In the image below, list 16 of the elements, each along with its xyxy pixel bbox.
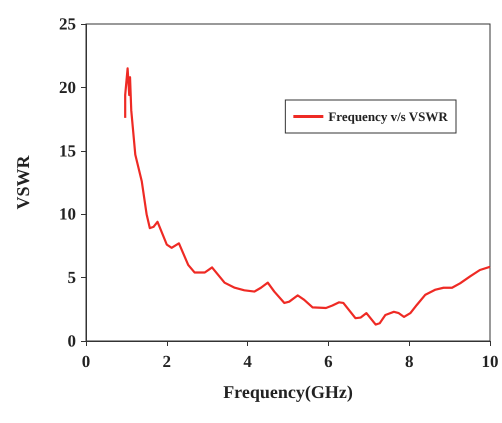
y-tick-label: 0 bbox=[68, 332, 76, 350]
x-tick-label: 8 bbox=[404, 352, 414, 371]
y-tick-label: 15 bbox=[59, 141, 76, 160]
y-tick-label: 25 bbox=[59, 14, 76, 34]
line-series bbox=[124, 67, 492, 326]
x-tick-label: 4 bbox=[243, 352, 252, 371]
x-tick-label: 0 bbox=[82, 352, 90, 371]
y-tick-label: 5 bbox=[68, 268, 76, 288]
legend-label: Frequency v/s VSWR bbox=[328, 109, 448, 124]
x-tick-label: 6 bbox=[324, 352, 333, 371]
x-tick-label: 2 bbox=[162, 352, 172, 371]
y-tick-label: 20 bbox=[59, 78, 76, 97]
x-axis-title: Frequency(GHz) bbox=[223, 382, 353, 402]
x-tick-label: 10 bbox=[482, 352, 498, 371]
y-tick-label: 10 bbox=[59, 204, 76, 224]
y-axis-title: VSWR bbox=[13, 154, 33, 210]
